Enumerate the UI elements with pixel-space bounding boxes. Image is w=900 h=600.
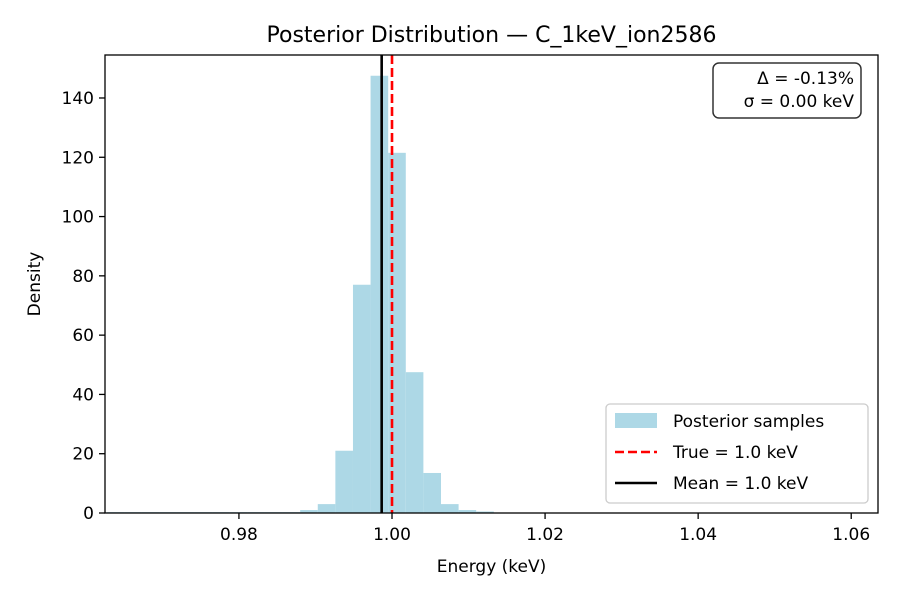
histogram-bar xyxy=(423,472,441,513)
y-tick-label: 60 xyxy=(72,326,94,346)
legend-swatch-posterior xyxy=(615,413,657,428)
y-tick-label: 0 xyxy=(83,504,94,524)
x-tick-label: 1.02 xyxy=(526,525,564,545)
y-tick-label: 80 xyxy=(72,267,94,287)
plot-frame xyxy=(104,54,879,514)
histogram-bar xyxy=(352,284,371,513)
histogram-bar xyxy=(317,504,336,513)
plot-area xyxy=(104,54,879,514)
legend-label-mean: Mean = 1.0 keV xyxy=(673,474,809,494)
stats-delta: Δ = -0.13% xyxy=(757,69,854,89)
stats-annotation: Δ = -0.13% σ = 0.00 keV xyxy=(712,62,862,119)
legend-label-true: True = 1.0 keV xyxy=(672,443,798,463)
histogram-bar xyxy=(335,450,353,513)
y-tick-label: 120 xyxy=(62,148,94,168)
y-axis-label: Density xyxy=(25,252,45,317)
y-tick-label: 20 xyxy=(72,445,94,465)
x-axis-label: Energy (keV) xyxy=(437,557,547,577)
x-tick-label: 1.06 xyxy=(832,525,870,545)
histogram-bar xyxy=(370,75,389,514)
histogram-bar xyxy=(476,511,494,513)
legend-label-posterior: Posterior samples xyxy=(673,412,824,432)
y-tick-label: 40 xyxy=(72,385,94,405)
stats-sigma: σ = 0.00 keV xyxy=(744,92,855,112)
histogram-bar xyxy=(300,510,318,513)
stats-annotation-frame xyxy=(712,62,862,119)
y-tick-label: 140 xyxy=(62,89,94,109)
x-axis-ticks: 0.98 1.00 1.02 1.04 1.06 xyxy=(220,513,870,545)
histogram-bars xyxy=(106,75,494,514)
x-tick-label: 1.04 xyxy=(679,525,717,545)
legend-frame xyxy=(605,403,869,504)
legend: Posterior samples True = 1.0 keV Mean = … xyxy=(605,403,869,504)
y-axis-ticks: 0 20 40 60 80 100 120 140 xyxy=(62,89,105,524)
histogram-bar xyxy=(405,372,424,513)
y-tick-label: 100 xyxy=(62,208,94,228)
x-tick-label: 0.98 xyxy=(220,525,258,545)
histogram-bar xyxy=(458,510,477,513)
histogram-bar xyxy=(440,504,459,513)
x-tick-label: 1.00 xyxy=(373,525,411,545)
chart-title: Posterior Distribution — C_1keV_ion2586 xyxy=(267,23,717,48)
